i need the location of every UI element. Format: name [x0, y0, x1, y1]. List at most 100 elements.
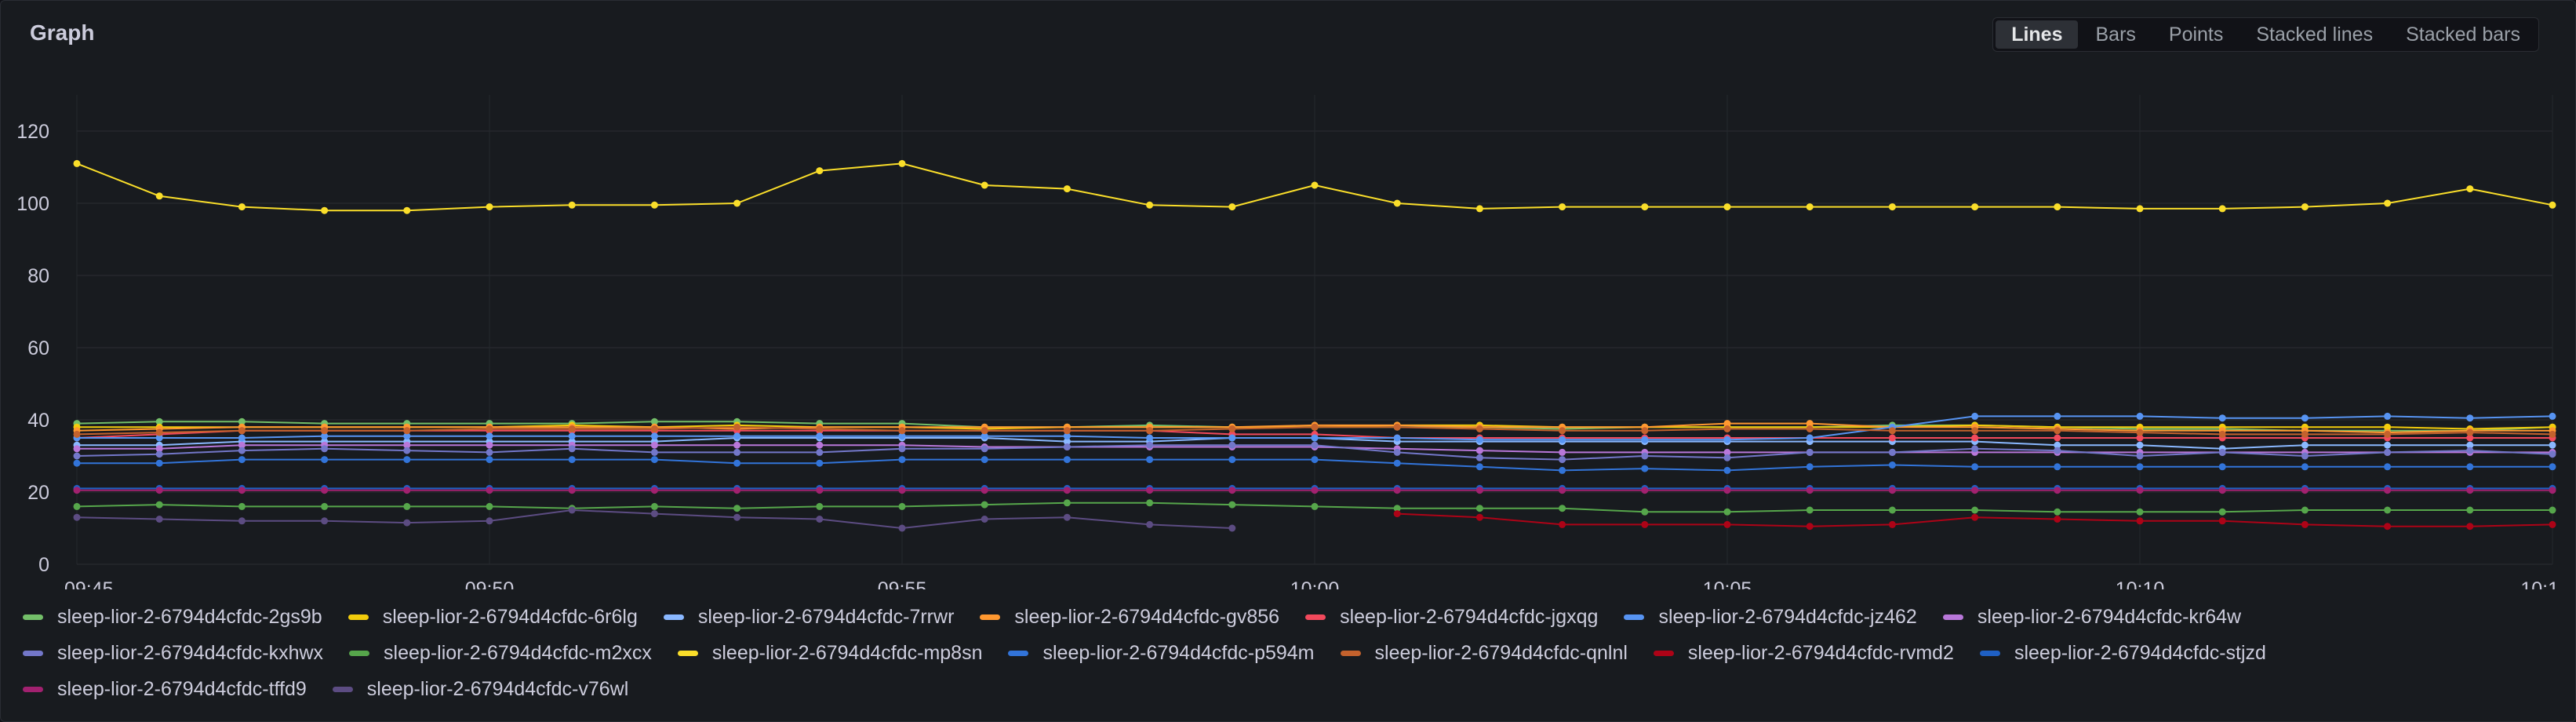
legend-item[interactable]: sleep-lior-2-6794d4cfdc-kr64w — [1942, 605, 2241, 629]
data-point[interactable] — [1971, 434, 1979, 442]
data-point[interactable] — [650, 441, 658, 449]
data-point[interactable] — [2218, 414, 2226, 422]
data-point[interactable] — [898, 159, 906, 167]
data-point[interactable] — [73, 445, 81, 453]
data-point[interactable] — [2549, 463, 2556, 471]
data-point[interactable] — [568, 456, 576, 464]
data-point[interactable] — [816, 459, 824, 467]
data-point[interactable] — [2054, 487, 2061, 494]
data-point[interactable] — [2384, 441, 2392, 449]
data-point[interactable] — [733, 513, 741, 521]
data-point[interactable] — [486, 441, 493, 449]
data-point[interactable] — [1971, 463, 1979, 471]
data-point[interactable] — [568, 425, 576, 432]
data-point[interactable] — [403, 432, 411, 440]
data-point[interactable] — [1475, 205, 1483, 213]
data-point[interactable] — [403, 206, 411, 214]
data-point[interactable] — [2218, 517, 2226, 525]
data-point[interactable] — [1888, 487, 1896, 494]
data-point[interactable] — [2384, 199, 2392, 207]
data-point[interactable] — [1641, 436, 1649, 443]
legend-item[interactable]: sleep-lior-2-6794d4cfdc-kxhwx — [23, 641, 323, 665]
data-point[interactable] — [1063, 432, 1071, 440]
data-point[interactable] — [1723, 425, 1731, 432]
legend-item[interactable]: sleep-lior-2-6794d4cfdc-mp8sn — [677, 641, 982, 665]
data-point[interactable] — [73, 513, 81, 521]
line-chart[interactable]: 0 20 40 60 80 100 120 09:45 09:50 09:55 10:00 10:05… — [1, 79, 2576, 589]
data-point[interactable] — [568, 201, 576, 209]
data-point[interactable] — [2301, 430, 2309, 438]
data-point[interactable] — [816, 502, 824, 510]
data-point[interactable] — [1228, 425, 1236, 432]
data-point[interactable] — [1559, 505, 1566, 512]
data-point[interactable] — [650, 448, 658, 456]
data-point[interactable] — [321, 427, 329, 435]
data-point[interactable] — [2054, 427, 2061, 435]
series-sleep-lior-2-6794d4cfdc-rvmd2[interactable] — [1393, 510, 2556, 531]
data-point[interactable] — [73, 487, 81, 494]
data-point[interactable] — [733, 423, 741, 431]
data-point[interactable] — [2136, 463, 2144, 471]
data-point[interactable] — [1311, 434, 1319, 442]
data-point[interactable] — [898, 427, 906, 435]
data-point[interactable] — [568, 506, 576, 514]
data-point[interactable] — [2384, 463, 2392, 471]
legend-item[interactable]: sleep-lior-2-6794d4cfdc-qnlnl — [1340, 641, 1628, 665]
data-point[interactable] — [321, 206, 329, 214]
data-point[interactable] — [1559, 436, 1566, 443]
data-point[interactable] — [2384, 423, 2392, 431]
data-point[interactable] — [1559, 487, 1566, 494]
data-point[interactable] — [2218, 508, 2226, 516]
data-point[interactable] — [2218, 205, 2226, 213]
data-point[interactable] — [403, 441, 411, 449]
data-point[interactable] — [238, 502, 246, 510]
data-point[interactable] — [898, 487, 906, 494]
data-point[interactable] — [2301, 452, 2309, 460]
data-point[interactable] — [238, 456, 246, 464]
data-point[interactable] — [155, 428, 163, 436]
data-point[interactable] — [2466, 487, 2474, 494]
data-point[interactable] — [981, 427, 988, 435]
data-point[interactable] — [2301, 441, 2309, 449]
data-point[interactable] — [73, 452, 81, 460]
data-point[interactable] — [1641, 508, 1649, 516]
data-point[interactable] — [2466, 447, 2474, 454]
data-point[interactable] — [1641, 487, 1649, 494]
data-point[interactable] — [898, 445, 906, 453]
data-point[interactable] — [733, 505, 741, 512]
data-point[interactable] — [2218, 448, 2226, 456]
data-point[interactable] — [816, 425, 824, 432]
data-point[interactable] — [733, 459, 741, 467]
data-point[interactable] — [2466, 441, 2474, 449]
data-point[interactable] — [2054, 412, 2061, 420]
data-point[interactable] — [1971, 445, 1979, 453]
data-point[interactable] — [2054, 463, 2061, 471]
series-sleep-lior-2-6794d4cfdc-v76wl[interactable] — [73, 506, 1236, 532]
data-point[interactable] — [1806, 420, 1814, 428]
data-point[interactable] — [981, 181, 988, 189]
data-point[interactable] — [1641, 203, 1649, 211]
legend-item[interactable]: sleep-lior-2-6794d4cfdc-jgxqg — [1305, 605, 1598, 629]
data-point[interactable] — [1888, 520, 1896, 528]
data-point[interactable] — [1723, 420, 1731, 428]
data-point[interactable] — [650, 201, 658, 209]
data-point[interactable] — [73, 430, 81, 438]
data-point[interactable] — [981, 445, 988, 453]
data-point[interactable] — [2384, 430, 2392, 438]
data-point[interactable] — [1063, 443, 1071, 450]
data-point[interactable] — [1888, 461, 1896, 469]
data-point[interactable] — [238, 517, 246, 525]
data-point[interactable] — [2218, 487, 2226, 494]
data-point[interactable] — [650, 432, 658, 440]
data-point[interactable] — [2549, 506, 2556, 514]
data-point[interactable] — [816, 167, 824, 175]
series-sleep-lior-2-6794d4cfdc-jz462[interactable] — [73, 412, 2556, 443]
data-point[interactable] — [1723, 520, 1731, 528]
legend-item[interactable]: sleep-lior-2-6794d4cfdc-rvmd2 — [1653, 641, 1954, 665]
data-point[interactable] — [155, 487, 163, 494]
data-point[interactable] — [155, 516, 163, 523]
data-point[interactable] — [1228, 434, 1236, 442]
data-point[interactable] — [2136, 434, 2144, 442]
data-point[interactable] — [321, 487, 329, 494]
data-point[interactable] — [238, 487, 246, 494]
